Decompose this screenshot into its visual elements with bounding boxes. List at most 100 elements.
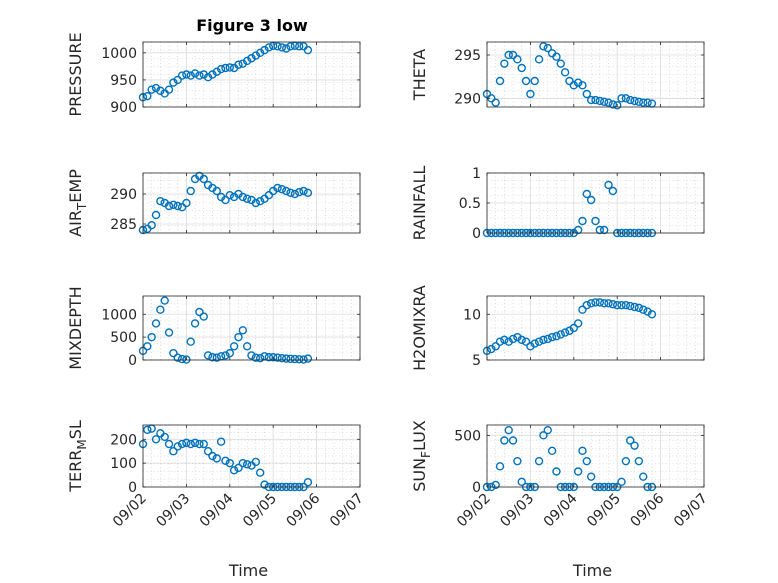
data-point (234, 332, 243, 342)
data-point (169, 78, 178, 87)
y-tick-label: 500 (110, 330, 137, 346)
y-tick-label: 0 (128, 353, 137, 369)
data-point (264, 190, 274, 200)
data-point (182, 355, 191, 364)
data-point (569, 81, 578, 90)
y-tick-label: 290 (454, 91, 481, 107)
data-point (255, 196, 265, 206)
data-point (626, 95, 635, 105)
data-point (560, 68, 570, 77)
y-axis-label: RAINFALL (410, 166, 429, 241)
data-point (639, 305, 648, 314)
data-point (586, 95, 596, 105)
data-point (273, 353, 282, 362)
data-point (221, 63, 230, 73)
data-point (630, 302, 639, 312)
axes-box (142, 172, 361, 234)
data-point (582, 89, 592, 99)
data-point (216, 64, 226, 74)
data-point (208, 451, 217, 461)
data-point (208, 353, 217, 362)
y-tick-label: 290 (110, 187, 137, 203)
data-point (604, 180, 613, 190)
data-point (225, 348, 235, 358)
data-point (143, 425, 152, 434)
y-axis-label-text: SUN (410, 458, 429, 492)
data-point (195, 439, 204, 449)
data-point (508, 436, 518, 445)
subplot-rainfall: 0 0.5 1 RAINFALL (410, 166, 705, 242)
data-point (504, 425, 513, 435)
data-point (556, 330, 565, 339)
data-point (164, 328, 174, 337)
data-point (212, 186, 221, 196)
data-point (156, 305, 165, 314)
data-point (221, 195, 230, 205)
data-point (573, 225, 583, 235)
data-point (234, 60, 243, 69)
data-point (169, 200, 178, 210)
data-point (212, 454, 221, 463)
data-point (203, 73, 213, 82)
data-point (212, 67, 221, 76)
data-point (238, 59, 248, 68)
axes-box (486, 295, 705, 361)
data-point (517, 63, 526, 73)
data-point (290, 354, 300, 364)
data-point (164, 85, 174, 94)
data-point (500, 436, 509, 445)
data-point (617, 477, 626, 487)
data-point (543, 334, 552, 344)
subplot-air-temp: 285 290 AIRTEMP (66, 169, 361, 237)
data-point (273, 183, 282, 193)
data-point (586, 472, 596, 481)
data-point (556, 59, 565, 68)
data-point (151, 210, 161, 220)
data-point (303, 354, 313, 363)
y-tick-label: 0 (472, 226, 481, 242)
data-point (647, 310, 657, 319)
data-point (547, 446, 557, 456)
data-point (199, 439, 208, 449)
data-point (277, 184, 287, 194)
data-point (573, 319, 583, 328)
y-tick-label: 1000 (101, 307, 137, 323)
data-point (247, 54, 256, 63)
data-point (177, 439, 187, 449)
data-point (251, 51, 261, 60)
data-point (225, 63, 235, 72)
data-point (608, 186, 618, 196)
data-point (303, 188, 313, 198)
data-point (508, 334, 518, 344)
y-axis-label-text: LUX (410, 420, 429, 451)
data-point (164, 439, 174, 449)
data-point (299, 186, 308, 196)
y-tick-label: 0 (472, 480, 481, 496)
data-point (173, 75, 182, 85)
data-point (251, 198, 261, 208)
subplot-mixdepth: 0 500 1000 MIXDEPTH (66, 286, 361, 370)
data-point (216, 437, 226, 446)
data-point (634, 97, 644, 107)
data-point (578, 446, 587, 456)
data-point (190, 438, 200, 448)
data-point (626, 301, 635, 311)
data-point (613, 101, 622, 110)
data-point (595, 298, 605, 307)
data-point (282, 186, 291, 196)
data-point (264, 353, 274, 362)
data-point (643, 98, 652, 107)
data-point (147, 220, 156, 230)
data-point (608, 100, 618, 109)
y-axis-label: MIXDEPTH (66, 286, 85, 369)
data-point (264, 43, 274, 52)
data-point (299, 355, 308, 364)
data-point (634, 456, 644, 466)
y-tick-label: 500 (454, 428, 481, 444)
data-point (182, 70, 191, 79)
data-point (586, 299, 596, 308)
data-point (177, 202, 187, 212)
x-axis-label: Time (228, 561, 268, 580)
